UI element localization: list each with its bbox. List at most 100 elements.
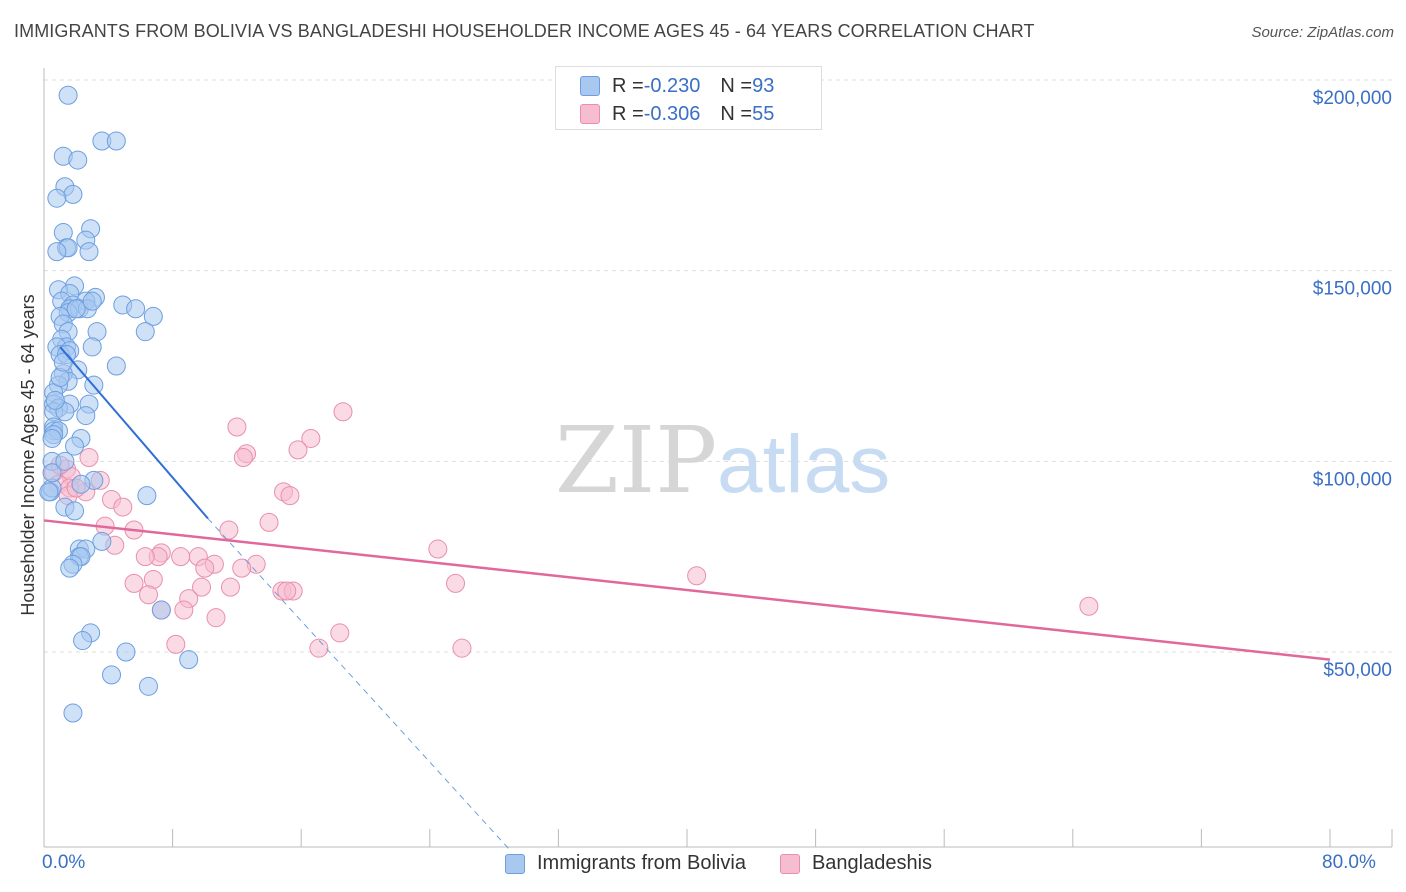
watermark-atlas: atlas bbox=[717, 419, 890, 510]
point-bolivia-83 bbox=[138, 676, 158, 696]
point-bolivia-90 bbox=[66, 299, 86, 319]
legend-swatch-bangladeshi bbox=[779, 853, 800, 874]
chart-source: Source: ZipAtlas.com bbox=[1251, 24, 1394, 41]
legend-item-bangladeshi[interactable]: Bangladeshis bbox=[779, 852, 932, 875]
point-bangladeshi-48 bbox=[206, 608, 226, 628]
point-bolivia-23 bbox=[126, 299, 146, 319]
point-bangladeshi-19 bbox=[259, 512, 279, 532]
point-bolivia-84 bbox=[63, 703, 83, 723]
watermark-zip: ZIP bbox=[555, 407, 717, 514]
legend-row-bangladeshi: R = -0.306 N = 55 bbox=[580, 102, 774, 126]
series-bangladeshi-points bbox=[44, 402, 1099, 658]
point-bolivia-70 bbox=[92, 531, 112, 551]
chart-title: IMMIGRANTS FROM BOLIVIA VS BANGLADESHI H… bbox=[14, 21, 1035, 41]
point-bangladeshi-51 bbox=[309, 638, 329, 658]
point-bangladeshi-52 bbox=[166, 634, 186, 654]
point-bolivia-79 bbox=[73, 631, 93, 651]
point-bangladeshi-39 bbox=[192, 577, 212, 597]
point-bolivia-76 bbox=[60, 558, 80, 578]
legend-swatch-bolivia bbox=[505, 853, 525, 874]
point-bangladeshi-6 bbox=[79, 448, 99, 468]
point-bolivia-29 bbox=[143, 306, 163, 326]
point-bolivia-92 bbox=[55, 451, 75, 471]
trend-line-bangladeshi bbox=[43, 519, 1331, 661]
trend-line-bolivia-extension bbox=[207, 518, 511, 851]
point-bolivia-64 bbox=[71, 474, 91, 494]
point-bangladeshi-28 bbox=[171, 547, 191, 567]
point-bolivia-14 bbox=[79, 242, 99, 262]
y-tick-label-0: $50,000 bbox=[1323, 660, 1392, 681]
point-bolivia-4 bbox=[68, 150, 88, 170]
x-tick-max: 80.0% bbox=[1322, 852, 1376, 873]
point-bolivia-67 bbox=[137, 486, 157, 506]
point-bangladeshi-1 bbox=[227, 417, 247, 437]
point-bangladeshi-32 bbox=[195, 558, 215, 578]
legend-row-bolivia: R = -0.230 N = 93 bbox=[580, 74, 774, 98]
point-bangladeshi-38 bbox=[220, 577, 240, 597]
legend-swatch-bolivia bbox=[580, 76, 600, 96]
point-bolivia-86 bbox=[42, 463, 62, 483]
point-bangladeshi-18 bbox=[113, 497, 133, 517]
legend-n-label: N = bbox=[720, 102, 753, 125]
y-tick-label-1: $100,000 bbox=[1313, 469, 1392, 490]
point-bangladeshi-33 bbox=[232, 558, 252, 578]
point-bolivia-41 bbox=[106, 356, 126, 376]
point-bangladeshi-34 bbox=[687, 566, 707, 586]
point-bangladeshi-14 bbox=[280, 486, 300, 506]
point-bolivia-60 bbox=[42, 428, 62, 448]
point-bangladeshi-24 bbox=[428, 539, 448, 559]
legend-r-label: R = bbox=[612, 102, 644, 125]
point-bangladeshi-37 bbox=[124, 573, 144, 593]
legend-r-value: -0.230 bbox=[643, 74, 701, 97]
point-bangladeshi-43 bbox=[138, 585, 158, 605]
point-bolivia-77 bbox=[151, 600, 171, 620]
legend-label-bolivia: Immigrants from Bolivia bbox=[537, 852, 746, 874]
point-bangladeshi-5 bbox=[233, 448, 253, 468]
point-bolivia-91 bbox=[82, 291, 102, 311]
legend-r-label: R = bbox=[612, 74, 644, 97]
x-tick-min: 0.0% bbox=[42, 852, 86, 873]
point-bolivia-13 bbox=[47, 242, 67, 262]
point-bolivia-61 bbox=[65, 436, 85, 456]
point-bolivia-80 bbox=[116, 642, 136, 662]
series-legend: Immigrants from Bolivia Bangladeshis bbox=[505, 852, 966, 875]
point-bangladeshi-21 bbox=[219, 520, 239, 540]
point-bangladeshi-29 bbox=[135, 547, 155, 567]
point-bolivia-89 bbox=[53, 352, 73, 372]
point-bolivia-33 bbox=[135, 322, 155, 342]
point-bolivia-6 bbox=[63, 184, 83, 204]
watermark: ZIP atlas bbox=[555, 407, 890, 514]
legend-n-value: 55 bbox=[752, 102, 775, 125]
point-bolivia-82 bbox=[102, 665, 122, 685]
trend-lines bbox=[43, 346, 1331, 851]
point-bolivia-85 bbox=[39, 482, 59, 502]
y-axis-label: Householder Income Ages 45 - 64 years bbox=[18, 294, 38, 615]
legend-item-bolivia[interactable]: Immigrants from Bolivia bbox=[505, 852, 746, 875]
y-tick-label-2: $150,000 bbox=[1313, 279, 1392, 300]
point-bolivia-54 bbox=[76, 406, 96, 426]
point-bangladeshi-49 bbox=[330, 623, 350, 643]
correlation-legend: R = -0.230 N = 93 R = -0.306 N = 55 bbox=[555, 66, 822, 130]
point-bolivia-36 bbox=[82, 337, 102, 357]
point-bangladeshi-50 bbox=[452, 638, 472, 658]
point-bolivia-2 bbox=[106, 131, 126, 151]
point-bangladeshi-36 bbox=[446, 573, 466, 593]
legend-r-value: -0.306 bbox=[643, 102, 701, 125]
point-bangladeshi-47 bbox=[174, 600, 194, 620]
legend-n-value: 93 bbox=[752, 74, 775, 97]
point-bolivia-81 bbox=[179, 650, 199, 670]
point-bolivia-88 bbox=[45, 390, 65, 410]
point-bolivia-69 bbox=[65, 501, 85, 521]
point-bangladeshi-3 bbox=[288, 440, 308, 460]
point-bangladeshi-0 bbox=[333, 402, 353, 422]
y-tick-label-3: $200,000 bbox=[1313, 88, 1392, 109]
point-bangladeshi-2 bbox=[301, 428, 321, 448]
legend-swatch-bangladeshi bbox=[580, 104, 600, 124]
point-bangladeshi-42 bbox=[277, 581, 297, 601]
point-bolivia-0 bbox=[58, 85, 78, 105]
trend-line-bolivia bbox=[59, 346, 209, 520]
point-bangladeshi-45 bbox=[1079, 596, 1099, 616]
y-tick-labels: $50,000 $100,000 $150,000 $200,000 bbox=[1313, 88, 1392, 681]
series-bolivia-points bbox=[39, 85, 199, 723]
